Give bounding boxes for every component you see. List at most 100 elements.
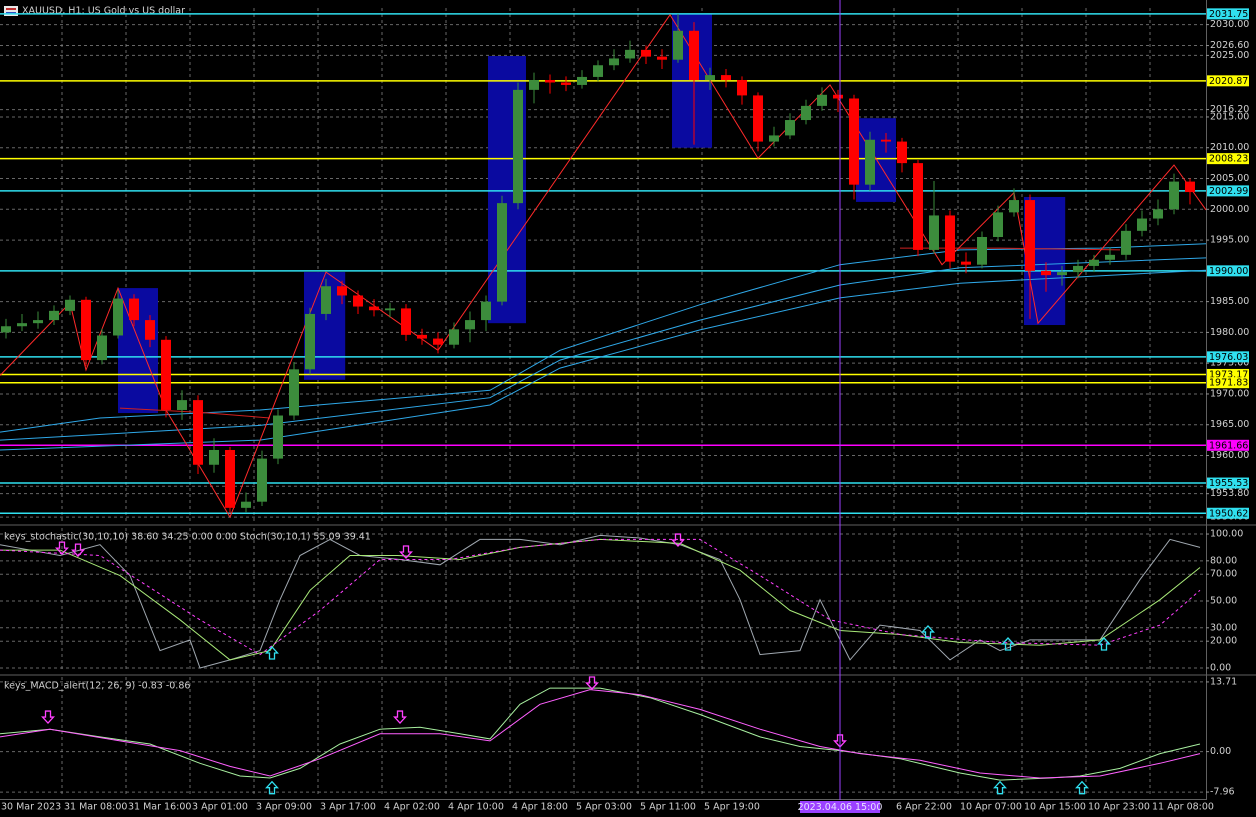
- candle-body: [977, 236, 987, 265]
- candle-body: [417, 334, 427, 339]
- x-tick-label: 4 Apr 10:00: [448, 802, 504, 813]
- level-tag: [1207, 185, 1249, 197]
- candle-body: [881, 139, 891, 142]
- x-tick-label: 3 Apr 09:00: [256, 802, 312, 813]
- candle-body: [433, 338, 443, 345]
- signal-arrow: [1075, 780, 1089, 795]
- candle-body: [801, 105, 811, 121]
- y-tick-label: 2026.60: [1210, 40, 1249, 51]
- level-label: 2031.75: [1209, 9, 1248, 20]
- y-tick-label: 20.00: [1210, 636, 1237, 647]
- candle-body: [1041, 270, 1051, 276]
- x-tick-label: 5 Apr 03:00: [576, 802, 632, 813]
- level-label: 1950.62: [1209, 508, 1248, 519]
- indicator-line: [0, 689, 1201, 779]
- y-tick-label: 2030.00: [1210, 19, 1249, 30]
- candle-body: [545, 80, 555, 83]
- y-tick-label: 2016.20: [1210, 104, 1249, 115]
- signal-arrow: [1097, 637, 1111, 651]
- candle-body: [1, 326, 11, 333]
- candle-body: [1185, 181, 1195, 193]
- level-label: 2008.23: [1209, 154, 1248, 165]
- y-tick-label: 1965.00: [1210, 419, 1249, 430]
- level-tag: [1207, 439, 1249, 451]
- candle-body: [641, 49, 651, 57]
- level-label: 1955.53: [1209, 478, 1248, 489]
- x-tick-label: 10 Apr 07:00: [960, 802, 1022, 813]
- y-tick-label: 0.00: [1210, 746, 1231, 757]
- candle-body: [945, 215, 955, 262]
- candle-body: [1105, 254, 1115, 260]
- signal-arrow: [55, 541, 69, 556]
- indicator-line: [0, 538, 1201, 656]
- candle-body: [337, 286, 347, 296]
- x-tick-label: 3 Apr 17:00: [320, 802, 376, 813]
- candle-body: [129, 298, 139, 321]
- indicator-line: [0, 257, 1207, 441]
- candle-body: [657, 56, 667, 60]
- candle-body: [1137, 218, 1147, 231]
- candle-body: [257, 458, 267, 502]
- signal-arrow: [41, 710, 55, 725]
- candle-body: [145, 320, 155, 340]
- y-tick-label: 0.00: [1210, 662, 1231, 673]
- chart-title: XAUUSD, H1: US Gold vs US dollar: [22, 6, 185, 17]
- level-label: 1990.00: [1209, 266, 1248, 277]
- y-tick-label: 50.00: [1210, 596, 1237, 607]
- candle-body: [305, 313, 315, 370]
- candle-body: [97, 335, 107, 361]
- level-tag: [1207, 75, 1249, 87]
- candle-body: [1153, 209, 1163, 219]
- y-tick-label: 2005.00: [1210, 173, 1249, 184]
- candle-body: [65, 299, 75, 311]
- signal-arrow: [265, 646, 279, 660]
- y-tick-label: 1960.00: [1210, 450, 1249, 461]
- level-label: 1971.83: [1209, 378, 1248, 389]
- candle-body: [481, 301, 491, 321]
- candle-body: [561, 82, 571, 85]
- candle-body: [385, 308, 395, 311]
- candle-body: [113, 298, 123, 336]
- level-tag: [1207, 368, 1249, 380]
- crosshair-tag: [800, 801, 880, 813]
- candle-body: [1057, 272, 1067, 276]
- level-tag: [1207, 351, 1249, 363]
- candle-body: [849, 98, 859, 185]
- x-tick-label: 5 Apr 19:00: [704, 802, 760, 813]
- level-label: 1973.17: [1209, 369, 1248, 380]
- signal-arrow: [921, 624, 935, 639]
- candle-body: [17, 323, 27, 327]
- candle-body: [673, 30, 683, 60]
- candle-body: [577, 76, 587, 85]
- x-tick-label: 10 Apr 23:00: [1088, 802, 1150, 813]
- y-tick-label: 2010.00: [1210, 142, 1249, 153]
- candle-body: [273, 415, 283, 459]
- level-tag: [1207, 477, 1249, 489]
- x-tick-label: 31 Mar 08:00: [64, 802, 127, 813]
- y-tick-label: 100.00: [1210, 529, 1243, 540]
- candle-body: [1121, 230, 1131, 255]
- signal-arrow: [1001, 637, 1015, 651]
- y-tick-label: 1995.00: [1210, 235, 1249, 246]
- candle-body: [81, 299, 91, 361]
- x-tick-label: 3 Apr 01:00: [192, 802, 248, 813]
- candle-body: [721, 75, 731, 81]
- x-tick-label: 11 Apr 08:00: [1152, 802, 1214, 813]
- candle-body: [1089, 259, 1099, 266]
- mark-layer: [0, 13, 1207, 795]
- candle-body: [449, 329, 459, 345]
- panel-title: keys_stochastic(30,10,10) 38.60 34.25 0.…: [4, 532, 371, 543]
- candle-body: [1169, 181, 1179, 210]
- signal-arrow: [833, 734, 847, 748]
- candle-body: [705, 75, 715, 81]
- candle-body: [1025, 200, 1035, 271]
- x-tick-label: 5 Apr 11:00: [640, 802, 696, 813]
- y-tick-label: -7.96: [1210, 787, 1235, 798]
- y-tick-label: 1953.80: [1210, 488, 1249, 499]
- level-tag: [1207, 8, 1249, 20]
- signal-arrow: [393, 710, 407, 725]
